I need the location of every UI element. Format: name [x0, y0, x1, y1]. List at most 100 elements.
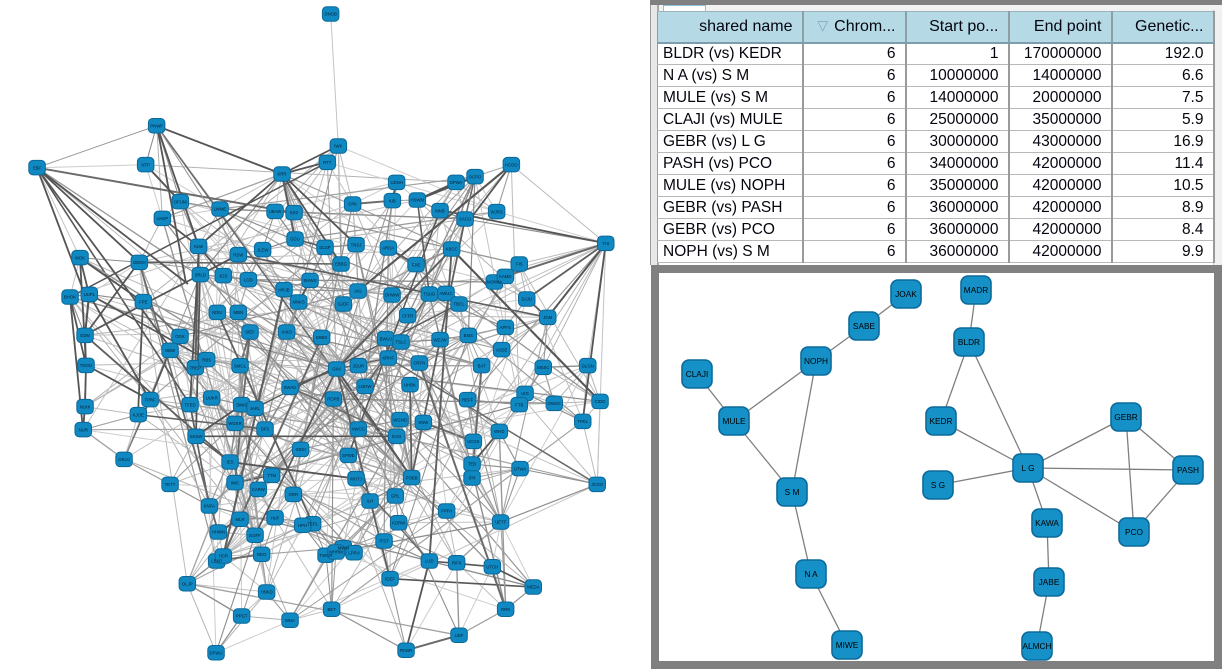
svg-text:PPGT: PPGT: [236, 614, 248, 619]
svg-text:MHTJ: MHTJ: [350, 476, 361, 481]
svg-text:ALMCH: ALMCH: [1022, 641, 1051, 651]
svg-text:TTM: TTM: [267, 473, 276, 478]
svg-text:JARL: JARL: [250, 406, 261, 411]
svg-text:BAT: BAT: [478, 363, 486, 368]
svg-text:DFWU: DFWU: [210, 650, 223, 655]
svg-text:UETF: UETF: [495, 520, 507, 525]
svg-text:EAO: EAO: [392, 434, 402, 439]
svg-text:UUPL: UUPL: [84, 292, 96, 297]
svg-text:LWME: LWME: [214, 207, 227, 212]
svg-text:JABE: JABE: [1039, 577, 1060, 587]
svg-text:AWCG: AWCG: [352, 427, 366, 432]
svg-text:N A: N A: [804, 569, 818, 579]
svg-text:NBW: NBW: [165, 348, 176, 353]
svg-text:DNOB: DNOB: [324, 12, 337, 17]
svg-text:DFS: DFS: [261, 427, 270, 432]
svg-text:SMCL: SMCL: [234, 363, 247, 368]
svg-text:RIFK: RIFK: [452, 560, 462, 565]
svg-text:RPP: RPP: [290, 210, 299, 215]
svg-text:WJRS: WJRS: [491, 209, 503, 214]
svg-text:UTCH: UTCH: [486, 564, 498, 569]
svg-text:WOK: WOK: [75, 255, 85, 260]
svg-text:LEKP: LEKP: [211, 559, 222, 564]
svg-text:S G: S G: [931, 480, 945, 490]
svg-text:CRFN: CRFN: [413, 361, 425, 366]
svg-text:EBF: EBF: [33, 165, 42, 170]
svg-text:THI: THI: [602, 241, 609, 246]
svg-text:KRR: KRR: [277, 172, 286, 177]
svg-text:HCR: HCR: [219, 554, 228, 559]
svg-text:KBCC: KBCC: [446, 247, 458, 252]
svg-text:SNW: SNW: [418, 420, 429, 425]
svg-text:NDIU: NDIU: [212, 310, 223, 315]
svg-text:IES: IES: [227, 460, 234, 465]
svg-text:MNB: MNB: [435, 208, 445, 213]
svg-text:DJJU: DJJU: [521, 297, 532, 302]
svg-text:KDRW: KDRW: [392, 520, 406, 525]
svg-text:SABE: SABE: [853, 321, 876, 331]
svg-text:HCOO: HCOO: [505, 162, 519, 167]
svg-text:GJOF: GJOF: [338, 302, 350, 307]
svg-text:EBBG: EBBG: [335, 262, 348, 267]
svg-text:GRL: GRL: [391, 494, 400, 499]
svg-text:KLW: KLW: [194, 244, 204, 249]
svg-text:NTP: NTP: [141, 162, 150, 167]
svg-text:TSUG: TSUG: [423, 292, 436, 297]
svg-text:REO: REO: [257, 552, 267, 557]
svg-text:L G: L G: [1021, 463, 1034, 473]
svg-text:ROPB: ROPB: [327, 397, 339, 402]
svg-text:UTWA: UTWA: [514, 466, 527, 471]
svg-text:ASSE: ASSE: [496, 347, 508, 352]
svg-text:BET: BET: [328, 607, 337, 612]
svg-text:HPH: HPH: [298, 523, 307, 528]
svg-text:OGK: OGK: [175, 334, 185, 339]
svg-text:IFR: IFR: [469, 476, 476, 481]
svg-text:ARDA: ARDA: [382, 246, 394, 251]
svg-text:MBN: MBN: [234, 310, 244, 315]
svg-text:KIB: KIB: [389, 198, 396, 203]
svg-text:ORR: ORR: [289, 492, 299, 497]
svg-text:LOD: LOD: [244, 277, 253, 282]
svg-text:KEDR: KEDR: [929, 416, 952, 426]
svg-text:WGND: WGND: [393, 417, 407, 422]
svg-text:JOAK: JOAK: [895, 289, 917, 299]
svg-text:JGS: JGS: [219, 273, 227, 278]
svg-text:TWCR: TWCR: [320, 553, 333, 558]
svg-text:IGEF: IGEF: [385, 576, 395, 581]
svg-text:UHBK: UHBK: [404, 382, 416, 387]
svg-text:MADR: MADR: [964, 285, 988, 295]
svg-text:KNFA: KNFA: [204, 504, 215, 509]
svg-text:RBS: RBS: [202, 357, 211, 362]
svg-text:FPE: FPE: [139, 299, 147, 304]
svg-text:MOWM: MOWM: [487, 280, 502, 285]
svg-text:OLJP: OLJP: [182, 581, 193, 586]
svg-text:KAWA: KAWA: [1035, 518, 1059, 528]
svg-text:MWM: MWM: [338, 545, 350, 550]
svg-text:GEBR: GEBR: [1114, 412, 1138, 422]
svg-text:FIS: FIS: [516, 262, 523, 267]
svg-text:UDNH: UDNH: [390, 180, 402, 185]
svg-text:IWK: IWK: [334, 144, 342, 149]
svg-text:IAKO: IAKO: [282, 330, 293, 335]
svg-text:EBEK: EBEK: [316, 335, 328, 340]
svg-text:DLSP: DLSP: [319, 245, 330, 250]
svg-text:GDM: GDM: [80, 333, 90, 338]
svg-text:EOFF: EOFF: [249, 533, 261, 538]
svg-text:WEJW: WEJW: [433, 337, 447, 342]
svg-text:HUF: HUF: [271, 515, 280, 520]
svg-text:JOM: JOM: [543, 315, 552, 320]
svg-text:MLR: MLR: [235, 517, 244, 522]
svg-text:UBAW: UBAW: [269, 209, 283, 214]
svg-text:PCO: PCO: [1125, 527, 1144, 537]
svg-text:HSWM: HSWM: [410, 198, 424, 203]
svg-text:FJIE: FJIE: [412, 262, 421, 267]
svg-text:UAEP: UAEP: [156, 216, 168, 221]
svg-text:MNKS: MNKS: [292, 300, 305, 305]
svg-text:TEPL: TEPL: [307, 521, 318, 526]
svg-text:BLDR: BLDR: [958, 337, 980, 347]
svg-text:MEDA: MEDA: [527, 585, 540, 590]
svg-text:CIDG: CIDG: [595, 399, 606, 404]
svg-text:TFED: TFED: [184, 402, 195, 407]
svg-text:SKSW: SKSW: [190, 434, 204, 439]
svg-text:DPWA: DPWA: [450, 180, 463, 185]
